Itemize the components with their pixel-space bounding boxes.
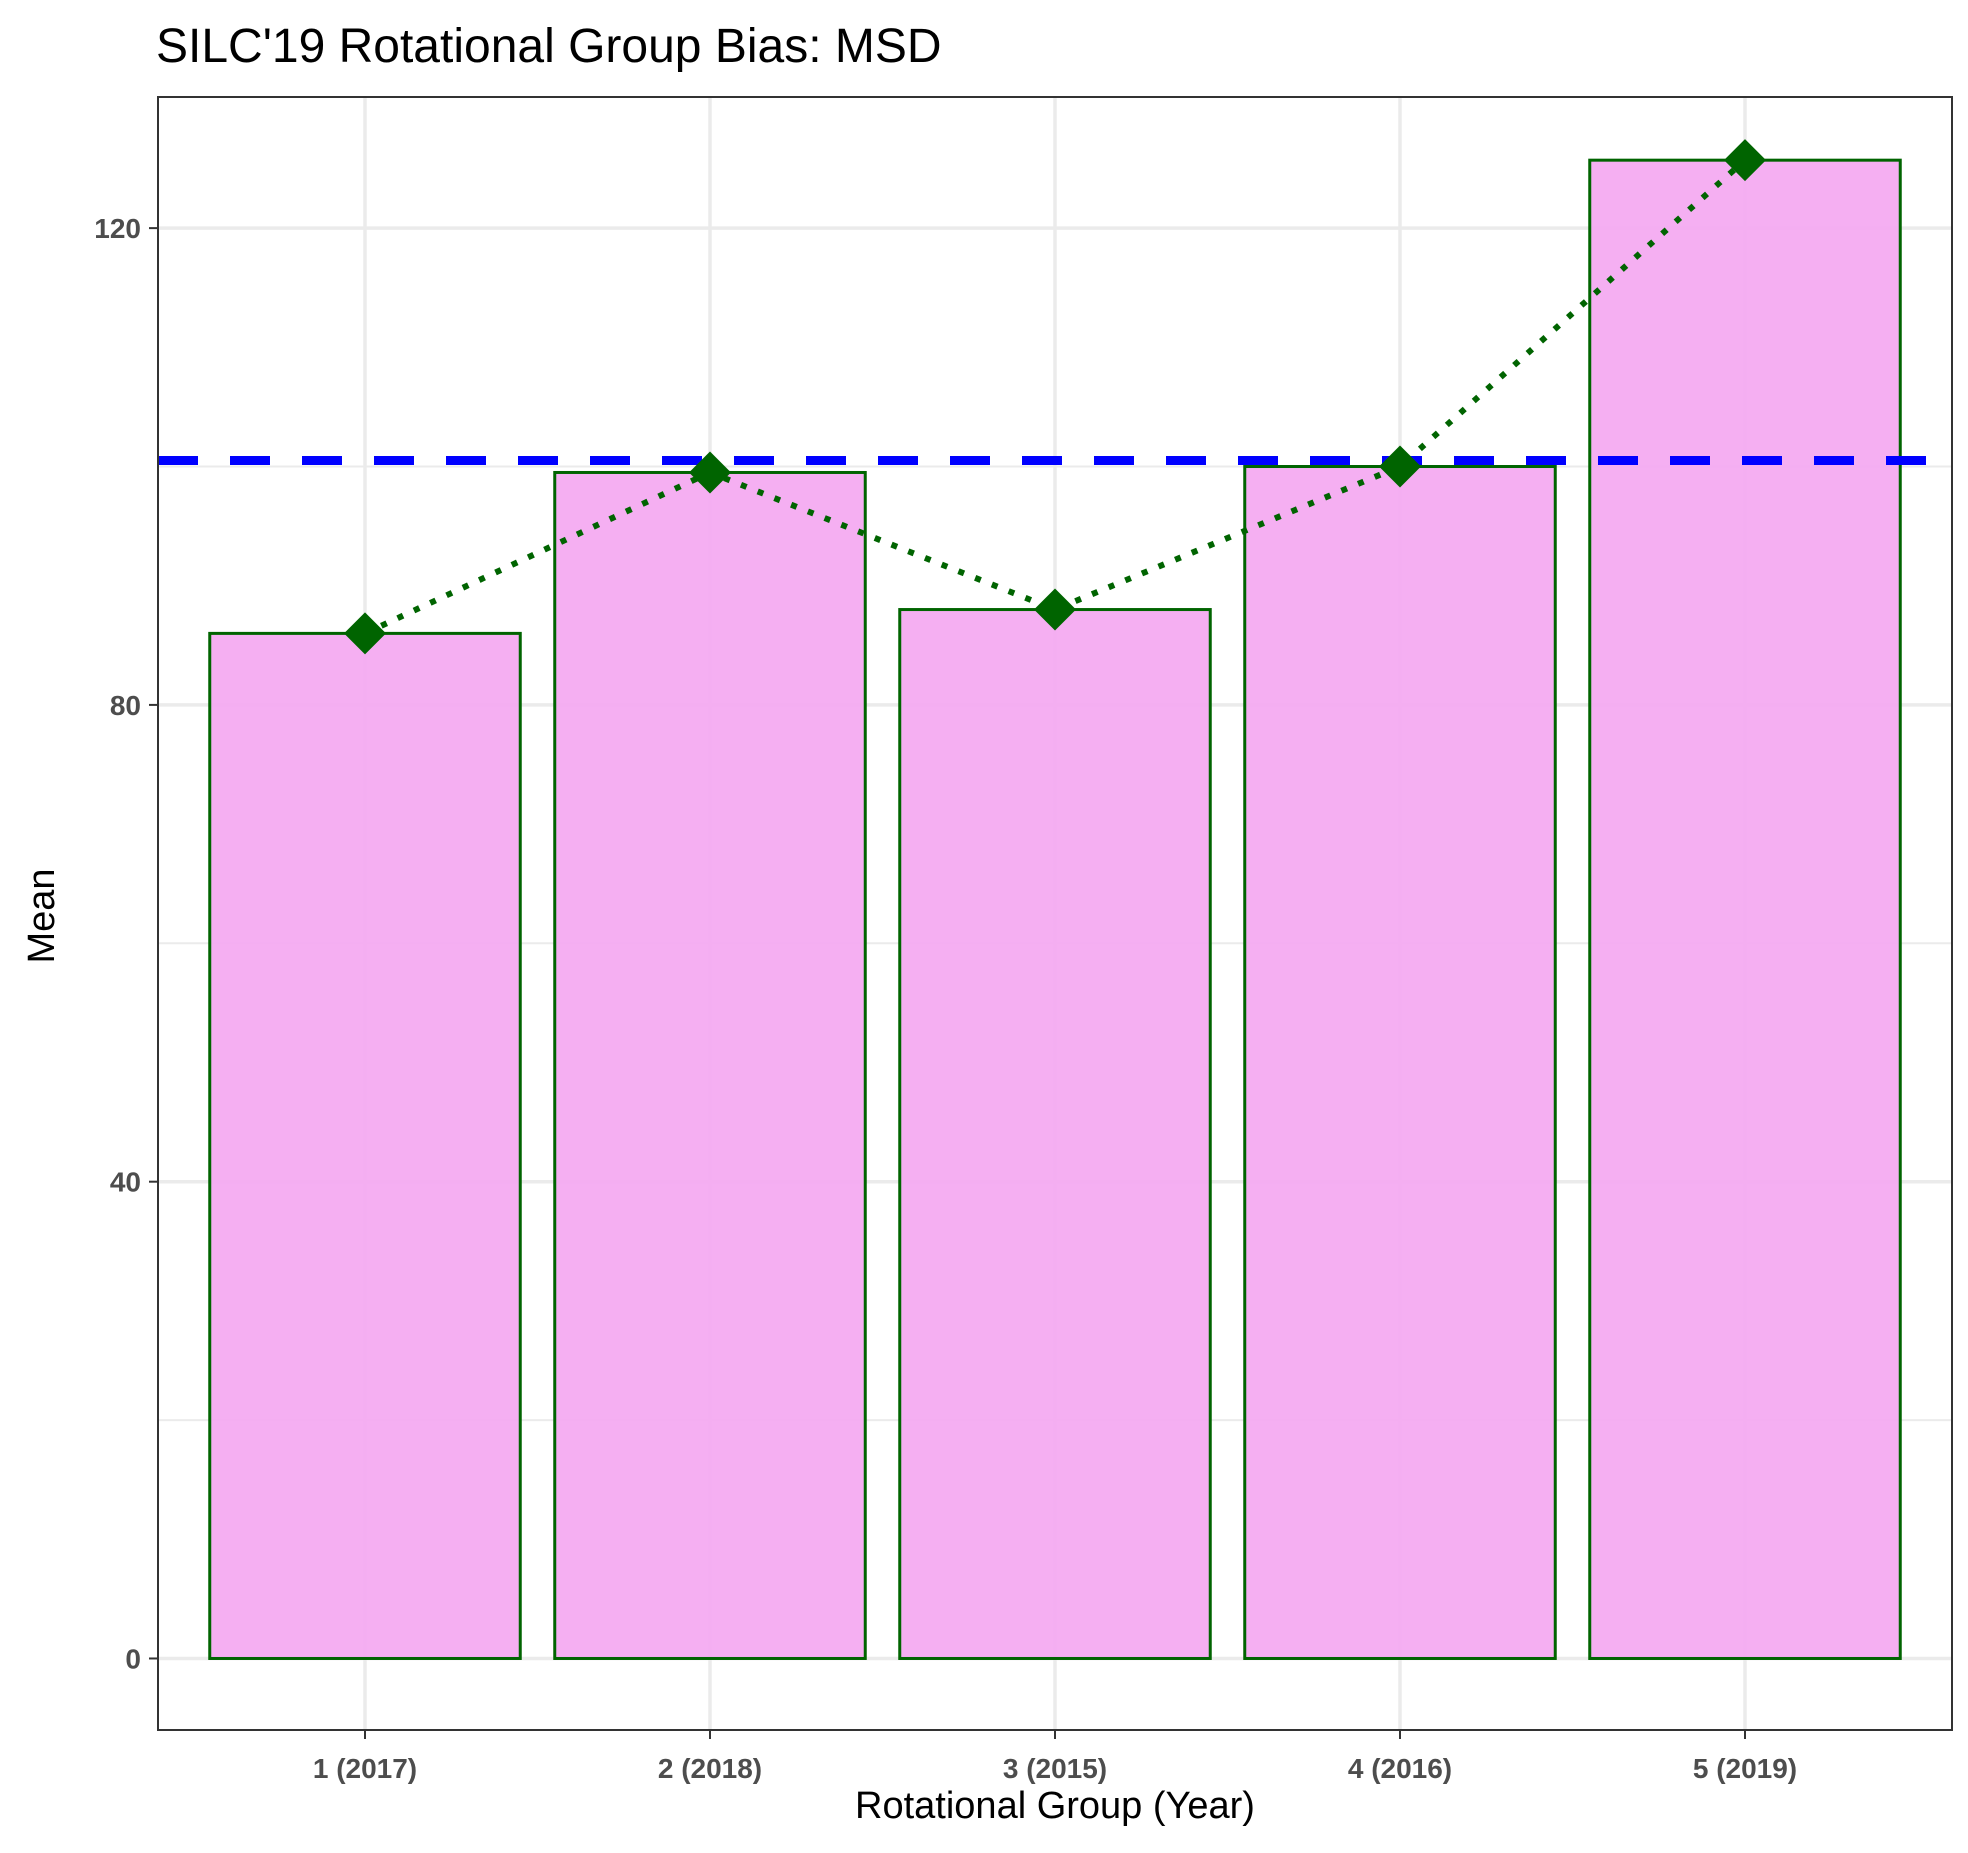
marker-group xyxy=(344,139,1766,655)
chart-title: SILC'19 Rotational Group Bias: MSD xyxy=(156,20,942,73)
x-tick-label: 2 (2018) xyxy=(658,1753,762,1784)
diamond-marker-4 xyxy=(1379,445,1421,488)
x-axis: 1 (2017) 2 (2018) 3 (2015) 4 (2016) 5 (2019) xyxy=(313,1730,1797,1784)
diamond-marker-2 xyxy=(689,451,731,494)
y-axis-title: Mean xyxy=(21,868,63,963)
diamond-marker-5 xyxy=(1724,139,1766,182)
y-tick-label: 120 xyxy=(94,213,141,244)
y-axis: 0 40 80 120 xyxy=(94,213,158,1674)
x-tick-label: 1 (2017) xyxy=(313,1753,417,1784)
x-tick-label: 5 (2019) xyxy=(1693,1753,1797,1784)
y-tick-label: 40 xyxy=(110,1167,141,1198)
y-tick-label: 0 xyxy=(125,1643,141,1674)
bar-2 xyxy=(553,470,867,1660)
bar-5 xyxy=(1588,158,1902,1660)
bar-3 xyxy=(898,608,1212,1660)
bar-1 xyxy=(208,631,522,1660)
y-tick-label: 80 xyxy=(110,690,141,721)
trend-line-group xyxy=(363,157,1747,637)
bar-4 xyxy=(1243,465,1557,1660)
trend-line xyxy=(363,157,1747,637)
x-axis-title: Rotational Group (Year) xyxy=(855,1785,1255,1827)
x-tick-label: 3 (2015) xyxy=(1003,1753,1107,1784)
bar-group xyxy=(208,158,1902,1660)
x-tick-label: 4 (2016) xyxy=(1348,1753,1452,1784)
diamond-marker-1 xyxy=(344,612,386,655)
diamond-marker-3 xyxy=(1034,588,1076,631)
